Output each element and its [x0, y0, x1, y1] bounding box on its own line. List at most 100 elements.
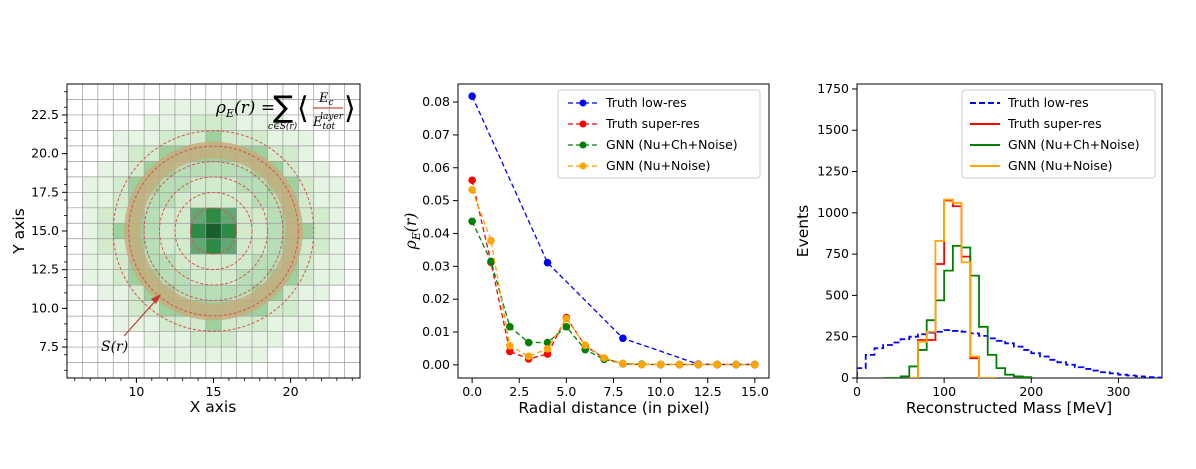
heatmap-cell [221, 176, 237, 193]
heatmap-cell [174, 269, 191, 286]
heatmap-cell [252, 207, 268, 224]
heatmap-cell [205, 285, 222, 301]
heatmap-cell [236, 130, 253, 146]
data-point [713, 360, 721, 369]
x-tick-label: 5.0 [556, 384, 576, 399]
heatmap-cell [329, 254, 345, 270]
heatmap-cell [252, 316, 268, 332]
line-ticks: 0.0 2.5 5.0 7.5 10.0 12.5 15.0 0.00 0.01 0.02 0.03… [422, 94, 769, 399]
y-tick-label: 7.5 [39, 339, 59, 354]
data-point [506, 322, 514, 331]
formula-numerator: Ec [318, 91, 334, 108]
data-point [562, 314, 571, 323]
heatmap-cell [236, 223, 253, 239]
heatmap-cell [190, 316, 206, 332]
y-tick-label: 500 [825, 287, 849, 302]
legend-label: Truth low-res [605, 95, 687, 110]
data-point [732, 360, 740, 369]
heatmap-cell [205, 269, 222, 286]
heatmap-cell [159, 99, 175, 115]
heatmap-cell [252, 130, 268, 146]
legend-label: GNN (Nu+Ch+Noise) [606, 137, 738, 152]
line-series [468, 92, 759, 369]
heatmap-cell [113, 316, 129, 332]
data-point [543, 258, 552, 267]
heatmap-cell [221, 223, 237, 239]
heatmap-cell [144, 316, 160, 332]
heatmap-cell [82, 269, 98, 286]
heatmap-cell [174, 223, 191, 239]
y-tick-label: 0 [841, 370, 849, 385]
heatmap-cell [82, 207, 98, 224]
heatmap-cell [221, 114, 237, 131]
x-tick-label: 100 [932, 384, 956, 399]
heatmap-cell [298, 176, 314, 193]
heatmap-cell [282, 300, 299, 317]
ring-circle [159, 176, 268, 286]
y-tick-label: 0.08 [422, 94, 450, 109]
data-point [543, 350, 552, 358]
heatmap-cell [252, 254, 268, 270]
heatmap-cell [190, 238, 206, 255]
heatmap-cell [144, 114, 160, 131]
heatmap-cell [221, 285, 237, 301]
ring-circles [112, 130, 315, 332]
heatmap-cell [236, 207, 253, 224]
x-tick-label: 300 [1106, 384, 1130, 399]
data-point [600, 354, 608, 362]
heatmap-cell [236, 99, 253, 115]
legend-marker [579, 99, 587, 107]
heatmap-cell [205, 161, 222, 177]
heatmap-cell [159, 192, 175, 208]
y-tick-label: 22.5 [31, 107, 59, 122]
heatmap-cell [252, 347, 268, 363]
heatmap-cell [221, 207, 237, 224]
heatmap-cell [252, 99, 268, 115]
heatmap-cell [144, 145, 160, 162]
heatmap-cell [190, 347, 206, 363]
heatmap-cell [174, 254, 191, 270]
legend-marker [579, 120, 587, 128]
heatmap-cell [190, 130, 206, 146]
heatmap-cell [174, 238, 191, 255]
heatmap-cell [159, 207, 175, 224]
heatmap-cell [313, 192, 330, 208]
formula-sum-index: c∈S(r) [268, 121, 298, 132]
heatmap-cell [128, 316, 145, 332]
heatmap-cell [144, 223, 160, 239]
data-point [524, 352, 533, 361]
data-point [468, 217, 476, 226]
heatmap-ylabel: Y axis [10, 208, 28, 254]
data-point [619, 334, 627, 343]
formula-annotation: ρE(r) = ∑ c∈S(r) ⟨ Ec Etotlayer ⟩ [215, 90, 356, 132]
heatmap-cell [174, 114, 191, 131]
y-tick-label: 0.01 [422, 324, 450, 339]
heatmap-cell [82, 176, 98, 193]
heatmap-cell [329, 207, 345, 224]
formula-right-bracket: ⟩ [344, 91, 356, 126]
heatmap-cell [174, 207, 191, 224]
heatmap-cell [205, 238, 222, 255]
histogram-panel: 0 100 200 300 0 250 500 750 1000 1250 1500 1750 Tru… [794, 81, 1163, 417]
heatmap-cell [221, 238, 237, 255]
line-chart-panel: 0.0 2.5 5.0 7.5 10.0 12.5 15.0 0.00 0.01 0.02 0.03… [402, 83, 770, 417]
heatmap-cell [128, 130, 145, 146]
legend-marker [579, 141, 587, 149]
heatmap-cell [329, 223, 345, 239]
data-point [468, 185, 476, 194]
annulus-band [124, 141, 303, 321]
data-point [543, 338, 552, 347]
y-tick-label: 1500 [817, 122, 849, 137]
x-tick-label: 12.5 [694, 384, 722, 399]
x-tick-label: 0.0 [462, 384, 482, 399]
y-tick-label: 1000 [817, 205, 849, 220]
heatmap-cell [221, 99, 237, 115]
heatmap-cell [267, 238, 283, 255]
heatmap-cell [159, 254, 175, 270]
heatmap-cell [221, 331, 237, 348]
heatmap-cell [267, 114, 283, 131]
histogram-step-3 [909, 198, 997, 378]
x-tick-label: 7.5 [604, 384, 624, 399]
ring-circle [128, 145, 299, 317]
heatmap-cell [236, 176, 253, 193]
